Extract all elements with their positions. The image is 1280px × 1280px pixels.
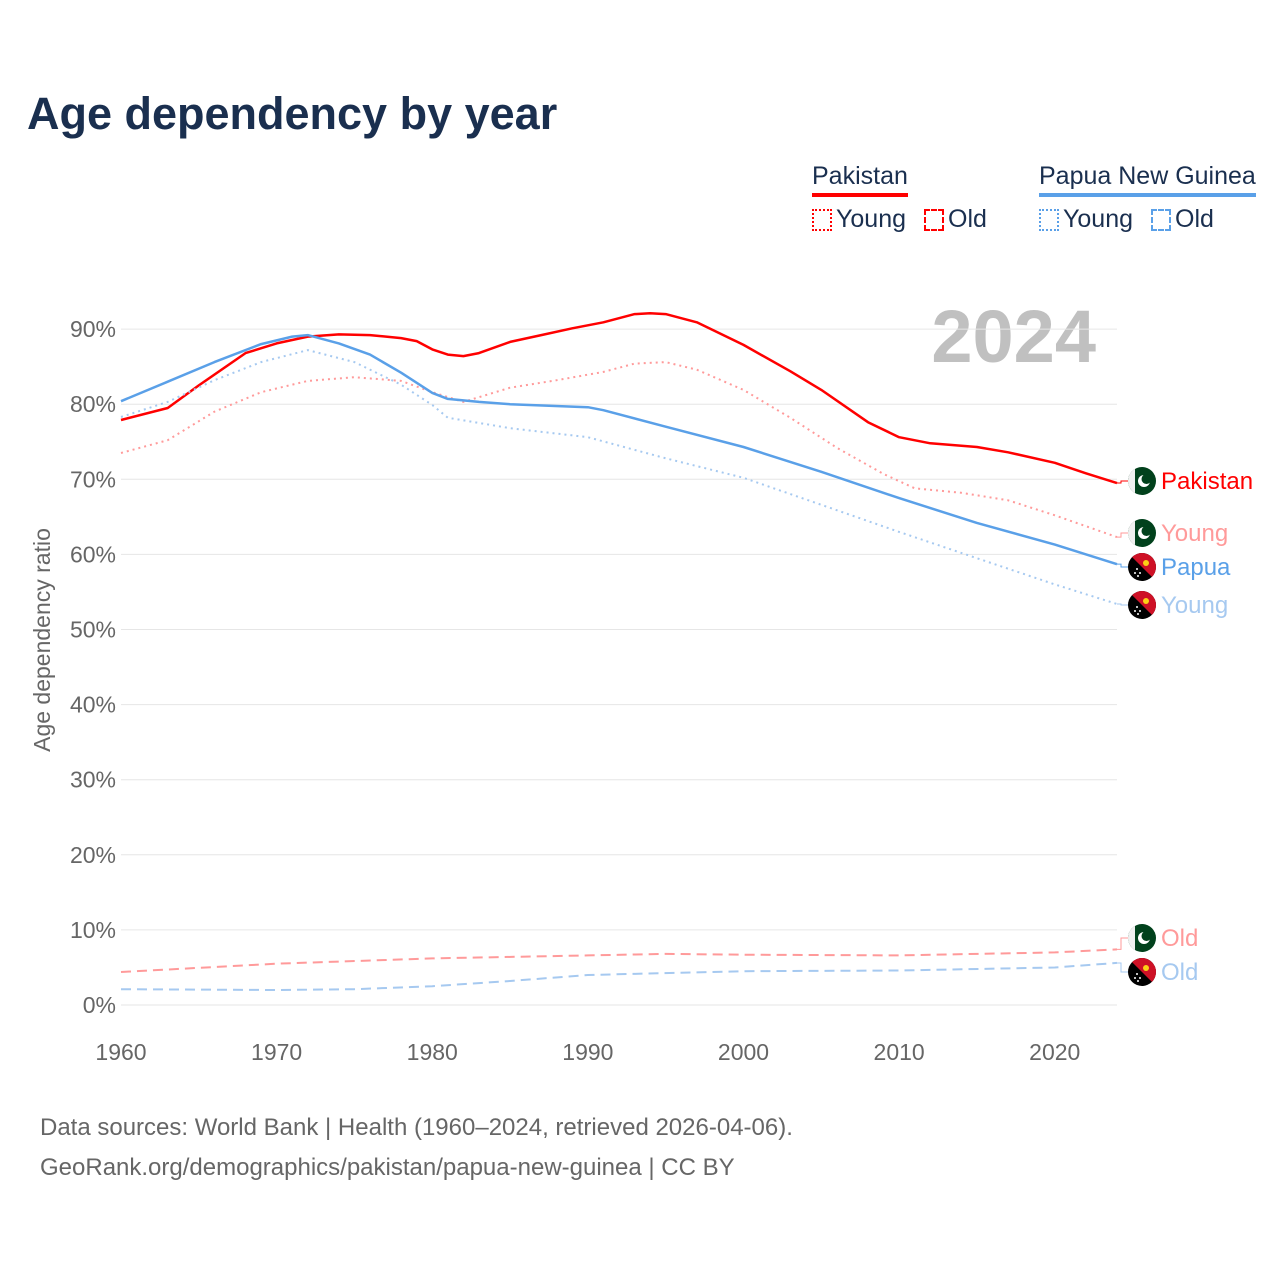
legend-png-title: Papua New Guinea bbox=[1039, 162, 1256, 197]
y-tick-label: 60% bbox=[70, 541, 116, 567]
line-chart: 2024 0% 10% 20% 30% 40% 50% 60% 70% 80% 90% 1960 197… bbox=[29, 295, 1253, 1065]
y-tick-label: 40% bbox=[70, 692, 116, 718]
end-label: Pakistan bbox=[1161, 468, 1253, 495]
star bbox=[1136, 606, 1138, 608]
dotted-swatch-icon bbox=[1039, 208, 1059, 231]
footer: Data sources: World Bank | Health (1960–… bbox=[40, 1108, 793, 1188]
label-connector bbox=[1117, 563, 1128, 568]
star bbox=[1136, 568, 1138, 570]
legend-label: Young bbox=[1063, 205, 1133, 233]
end-label: Old bbox=[1161, 925, 1198, 952]
year-watermark: 2024 bbox=[931, 295, 1096, 378]
label-connector bbox=[1117, 480, 1128, 484]
series-line-pakistan-young bbox=[120, 361, 1118, 539]
series-line-papua-new-guinea-young bbox=[120, 349, 1118, 605]
x-tick-label: 2020 bbox=[1029, 1039, 1080, 1065]
chart-title: Age dependency by year bbox=[27, 88, 558, 139]
star bbox=[1137, 613, 1139, 615]
y-tick-label: 0% bbox=[83, 992, 116, 1018]
bird-of-paradise bbox=[1143, 560, 1149, 566]
bird-of-paradise bbox=[1143, 598, 1149, 604]
data-sources: Data sources: World Bank | Health (1960–… bbox=[40, 1114, 793, 1141]
series-line-papua-new-guinea-old bbox=[120, 961, 1118, 991]
label-connector bbox=[1117, 937, 1128, 950]
pakistan-flag-stripe bbox=[1128, 520, 1135, 546]
x-tick-label: 1980 bbox=[407, 1039, 458, 1065]
end-label: Old bbox=[1161, 959, 1198, 986]
legend-label: Old bbox=[1175, 205, 1214, 233]
x-tick-label: 2010 bbox=[874, 1039, 925, 1065]
label-connector bbox=[1117, 603, 1128, 606]
y-tick-label: 20% bbox=[70, 842, 116, 868]
legend-label: Old bbox=[948, 205, 987, 233]
legend-png-old[interactable]: Old bbox=[1151, 205, 1214, 234]
star bbox=[1134, 572, 1136, 574]
dashed-swatch-icon bbox=[924, 208, 944, 231]
source-link[interactable]: GeoRank.org/demographics/pakistan/papua-… bbox=[40, 1154, 735, 1181]
label-connector bbox=[1117, 532, 1128, 538]
y-tick-label: 90% bbox=[70, 316, 116, 342]
dotted-swatch-icon bbox=[812, 208, 832, 231]
legend-label: Young bbox=[836, 205, 906, 233]
crescent-cut bbox=[1141, 474, 1152, 484]
legend-png[interactable]: Papua New Guinea Young Old bbox=[1039, 162, 1256, 234]
crescent-cut bbox=[1141, 526, 1152, 536]
series-line-papua-new-guinea bbox=[120, 333, 1118, 566]
x-tick-label: 1970 bbox=[251, 1039, 302, 1065]
legend-png-young[interactable]: Young bbox=[1039, 205, 1133, 234]
legend-pakistan-title: Pakistan bbox=[812, 162, 908, 197]
star bbox=[1134, 610, 1136, 612]
x-tick-label: 2000 bbox=[718, 1039, 769, 1065]
x-tick-label: 1990 bbox=[562, 1039, 613, 1065]
pakistan-flag-stripe bbox=[1128, 468, 1135, 494]
x-tick-label: 1960 bbox=[95, 1039, 146, 1065]
series-line-pakistan bbox=[120, 312, 1118, 485]
legend-pakistan-old[interactable]: Old bbox=[924, 205, 987, 234]
star bbox=[1136, 973, 1138, 975]
y-tick-label: 50% bbox=[70, 617, 116, 643]
y-tick-label: 30% bbox=[70, 767, 116, 793]
y-axis-label: Age dependency ratio bbox=[29, 528, 55, 752]
end-label: Papua bbox=[1161, 554, 1231, 581]
pakistan-flag-stripe bbox=[1128, 925, 1135, 951]
star bbox=[1139, 572, 1141, 574]
star bbox=[1139, 977, 1141, 979]
legend-pakistan[interactable]: Pakistan Young Old bbox=[812, 162, 987, 234]
dashed-swatch-icon bbox=[1151, 208, 1171, 231]
crescent-cut bbox=[1141, 931, 1152, 941]
star bbox=[1137, 575, 1139, 577]
bird-of-paradise bbox=[1143, 965, 1149, 971]
legend-pakistan-young[interactable]: Young bbox=[812, 205, 906, 234]
end-label: Young bbox=[1161, 520, 1228, 547]
star bbox=[1134, 977, 1136, 979]
y-tick-label: 70% bbox=[70, 466, 116, 492]
star bbox=[1139, 610, 1141, 612]
y-tick-label: 10% bbox=[70, 917, 116, 943]
y-tick-label: 80% bbox=[70, 391, 116, 417]
end-label: Young bbox=[1161, 592, 1228, 619]
label-connector bbox=[1117, 962, 1128, 973]
star bbox=[1137, 980, 1139, 982]
series-line-pakistan-old bbox=[120, 948, 1118, 973]
